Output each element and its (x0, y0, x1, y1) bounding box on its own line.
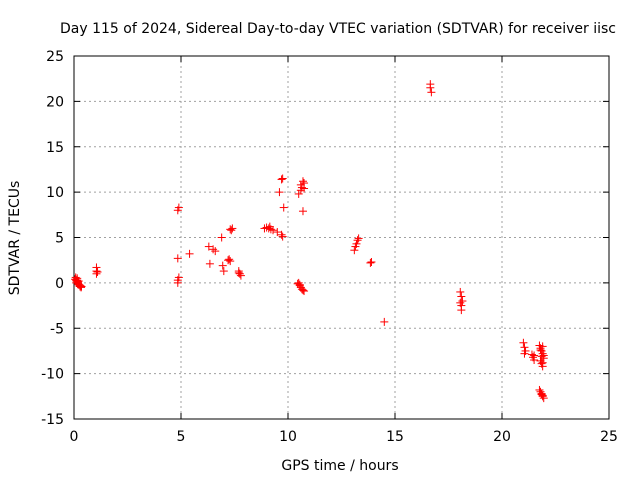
data-point-marker (74, 280, 83, 289)
data-point-marker (227, 226, 236, 235)
y-tick-label: 5 (55, 231, 64, 247)
data-point-marker (205, 259, 214, 268)
grid-lines (74, 56, 609, 419)
data-point-marker (353, 236, 362, 245)
chart-title: Day 115 of 2024, Sidereal Day-to-day VTE… (60, 21, 616, 37)
data-point-marker (537, 352, 546, 361)
data-point-marker (224, 256, 233, 265)
data-point-marker (228, 224, 237, 233)
data-point-marker (211, 247, 220, 256)
data-point-marker (277, 175, 286, 184)
data-point-marker (204, 242, 213, 251)
data-point-marker (537, 389, 546, 398)
data-point-marker (92, 263, 101, 272)
data-point-marker (458, 297, 467, 306)
data-point-marker (297, 285, 306, 294)
data-point-marker (350, 246, 359, 255)
data-point-marker (538, 358, 547, 367)
y-tick-label: 15 (46, 140, 64, 156)
data-point-marker (456, 287, 465, 296)
data-point-marker (427, 88, 436, 97)
data-point-marker (217, 233, 226, 242)
data-point-marker (366, 258, 375, 267)
data-point-marker (278, 232, 287, 241)
y-tick-label: -10 (41, 367, 64, 383)
data-point-marker (76, 281, 85, 290)
data-point-marker (456, 298, 465, 307)
data-point-marker (520, 349, 529, 358)
data-point-marker (457, 292, 466, 301)
data-point-marker (173, 276, 182, 285)
data-point-marker (538, 342, 547, 351)
data-point-marker (367, 258, 376, 267)
y-tick-label: -15 (41, 412, 64, 428)
data-point-marker (219, 267, 228, 276)
data-point-marker (278, 174, 287, 183)
data-point-marker (380, 317, 389, 326)
data-point-marker (296, 180, 305, 189)
data-point-marker (185, 249, 194, 258)
data-point-marker (275, 188, 284, 197)
x-tick-label: 25 (600, 429, 618, 445)
data-point-marker (73, 276, 82, 285)
y-tick-labels: -15 -10 -5 0 5 10 15 20 25 (41, 49, 64, 428)
data-point-marker (426, 83, 435, 92)
data-point-marker (300, 184, 309, 193)
data-point-marker (174, 203, 183, 212)
data-point-marker (535, 385, 544, 394)
data-point-marker (294, 189, 303, 198)
data-point-marker (225, 255, 234, 264)
data-point-marker (539, 351, 548, 360)
data-point-marker (264, 224, 273, 233)
y-tick-label: 20 (46, 94, 64, 110)
data-point-marker (235, 269, 244, 278)
x-tick-labels: 0 5 10 15 20 25 (70, 429, 618, 445)
data-point-marker (226, 225, 235, 234)
data-point-marker (538, 391, 547, 400)
x-tick-label: 10 (279, 429, 297, 445)
x-tick-label: 15 (386, 429, 404, 445)
data-point-marker (295, 280, 304, 289)
y-tick-label: 25 (46, 49, 64, 65)
x-tick-label: 20 (493, 429, 511, 445)
data-point-marker (262, 223, 271, 232)
data-point-marker (519, 338, 528, 347)
y-tick-label: 0 (55, 276, 64, 292)
x-tick-label: 5 (177, 429, 186, 445)
data-point-marker (226, 257, 235, 266)
data-point-marker (298, 207, 307, 216)
data-point-marker (173, 254, 182, 263)
data-point-marker (273, 228, 282, 237)
data-point-marker (354, 234, 363, 243)
data-point-marker (234, 268, 243, 277)
data-points (71, 80, 548, 403)
data-point-marker (298, 286, 307, 295)
y-tick-label: -5 (50, 321, 64, 337)
data-point-marker (93, 267, 102, 276)
data-point-marker (298, 177, 307, 186)
x-tick-label: 0 (70, 429, 79, 445)
y-axis-label: SDTVAR / TECUs (7, 181, 23, 296)
data-point-marker (77, 282, 86, 291)
data-point-marker (269, 226, 278, 235)
data-point-marker (266, 225, 275, 234)
x-axis-label: GPS time / hours (281, 458, 398, 474)
data-point-marker (218, 261, 227, 270)
data-point-marker (536, 346, 545, 355)
y-tick-label: 10 (46, 185, 64, 201)
data-point-marker (209, 245, 218, 254)
data-point-marker (277, 230, 286, 239)
data-point-marker (293, 279, 302, 288)
data-point-marker (352, 239, 361, 248)
data-point-marker (530, 351, 539, 360)
data-point-marker (279, 203, 288, 212)
data-point-marker (300, 287, 309, 296)
data-point-marker (457, 306, 466, 315)
